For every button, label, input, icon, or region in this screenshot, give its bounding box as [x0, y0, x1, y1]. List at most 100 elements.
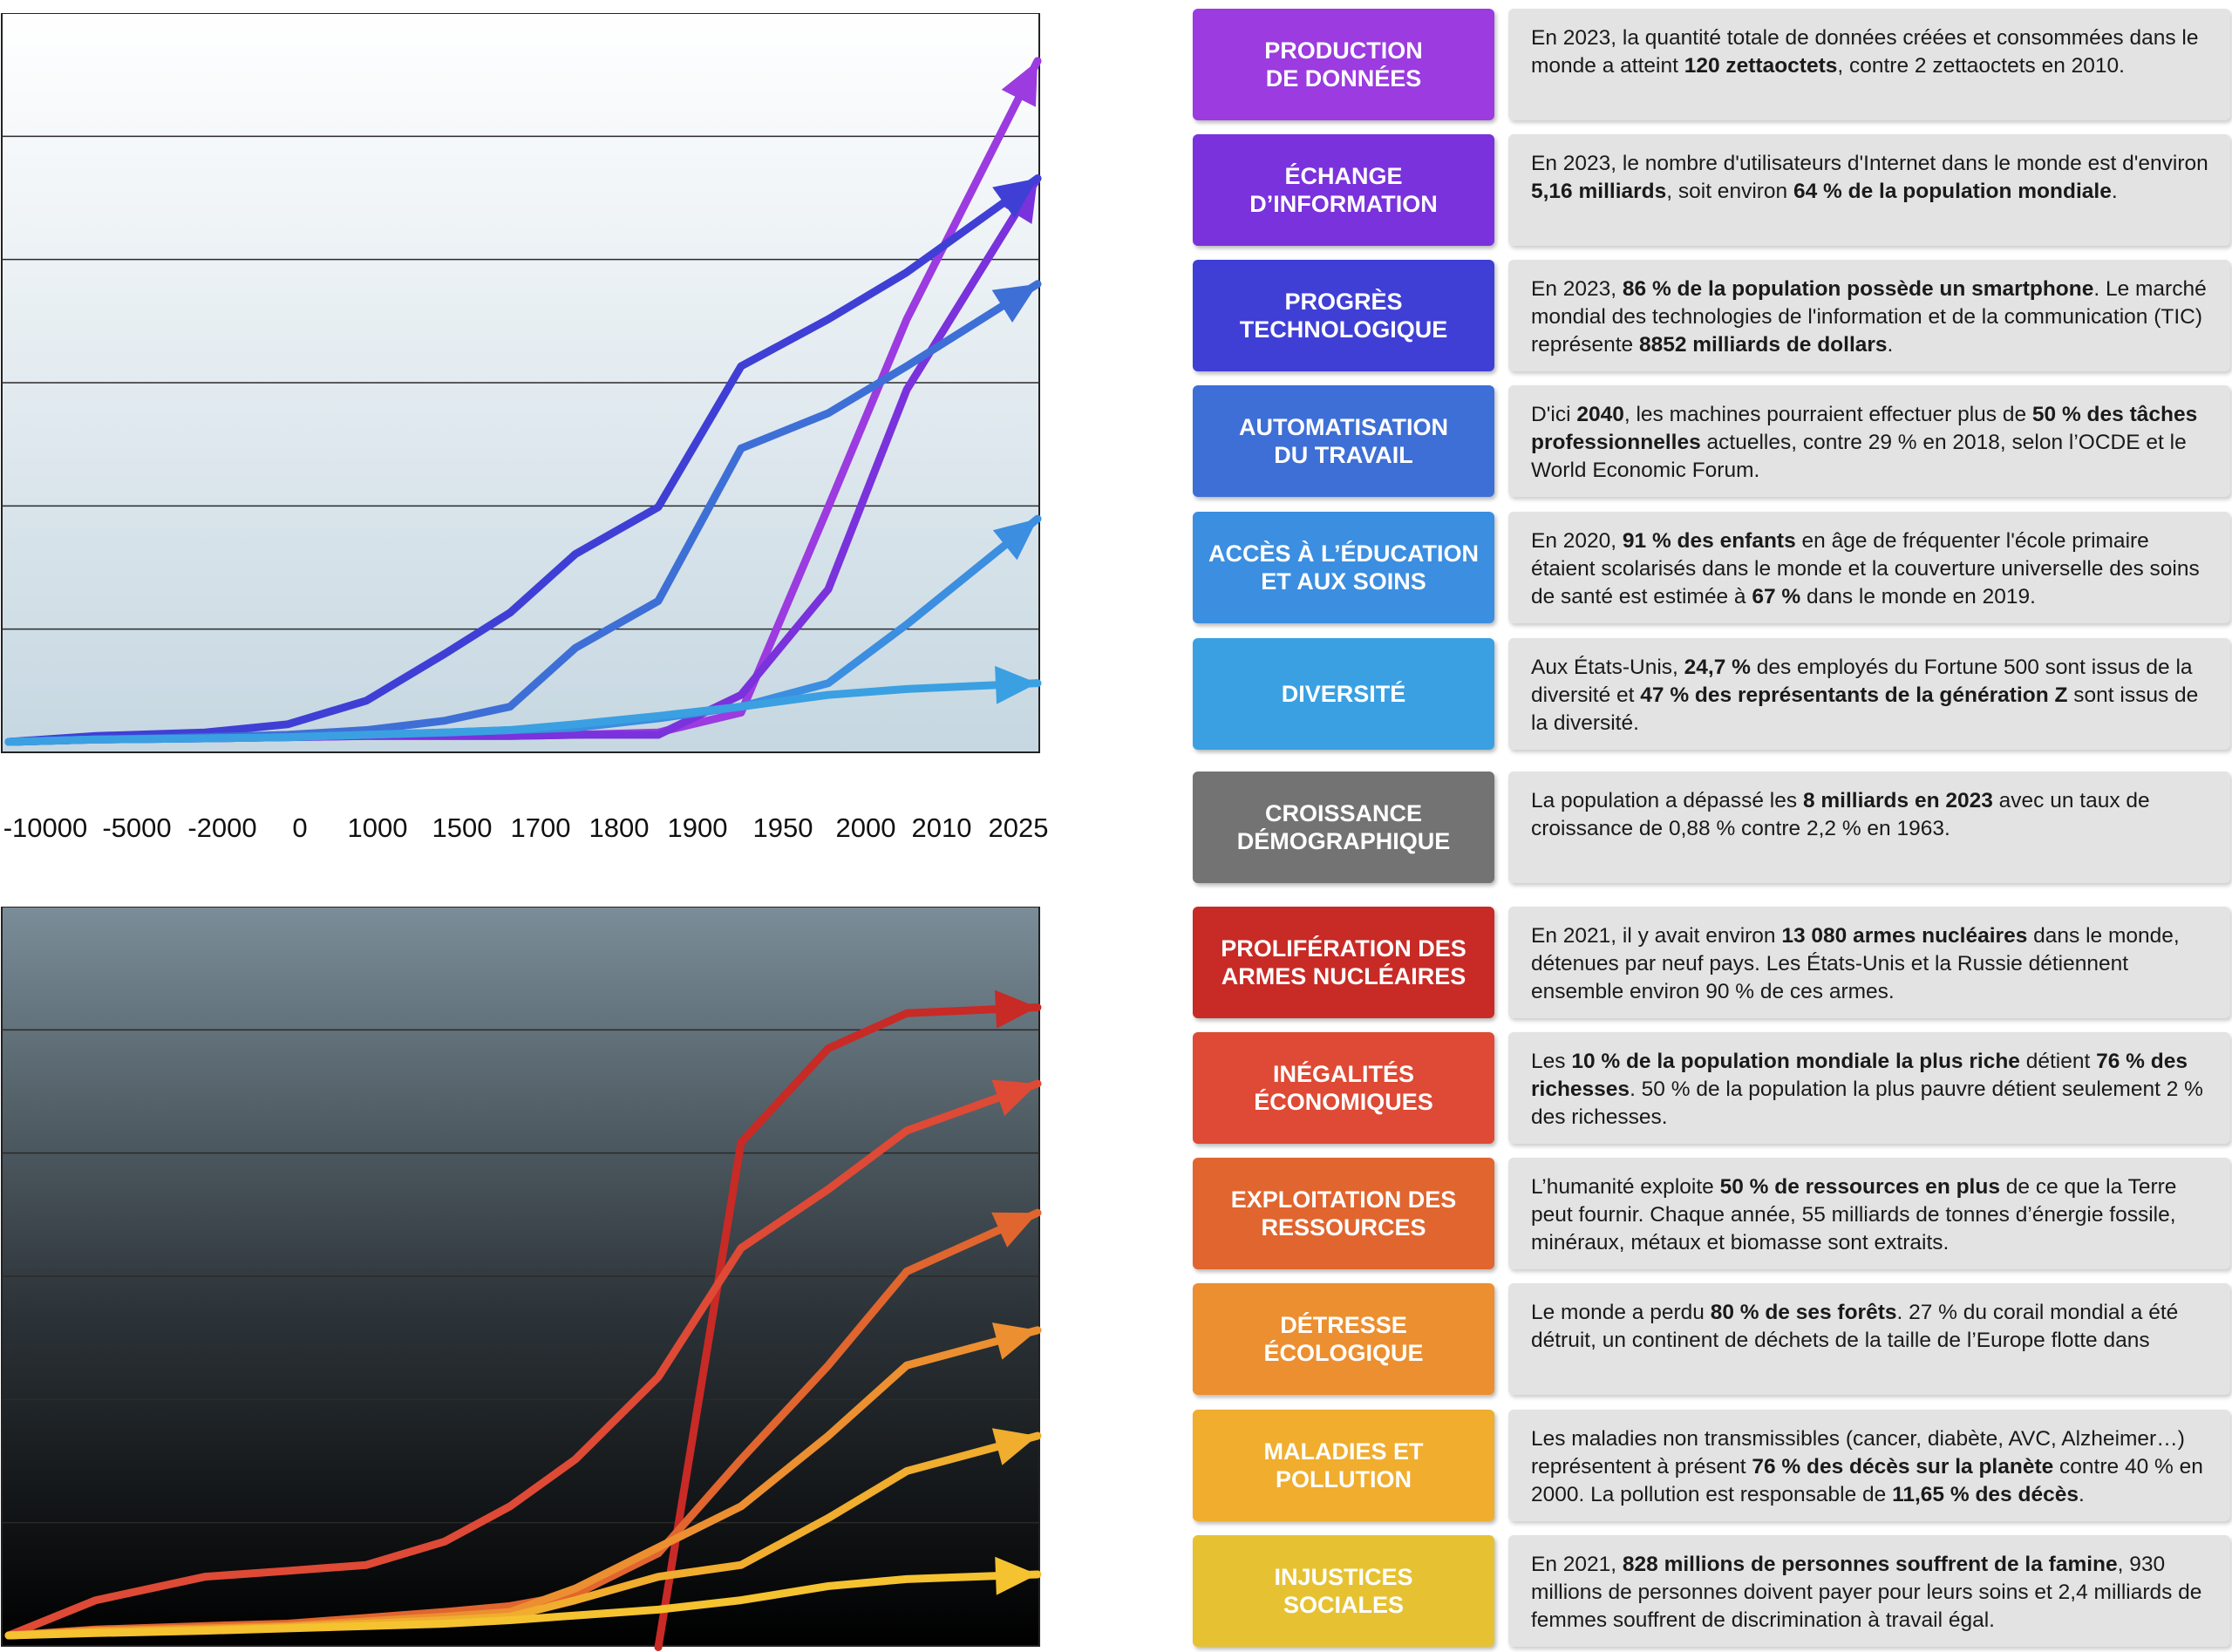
- top-arrowhead-5: [995, 665, 1038, 704]
- row-description: Les 10 % de la population mondiale la pl…: [1508, 1032, 2230, 1144]
- description-highlight: 8 milliards en 2023: [1802, 789, 1993, 812]
- description-highlight: 13 080 armes nucléaires: [1781, 924, 2028, 948]
- x-tick-label: 0: [292, 812, 308, 843]
- description-text: sont issus de la diversité.: [1531, 683, 2199, 735]
- description-highlight: 11,65 % des décès: [1892, 1483, 2079, 1506]
- row-label-text: PROLIFÉRATION DES ARMES NUCLÉAIRES: [1221, 935, 1466, 989]
- description-text: en âge de fréquenter l'école primaire ét…: [1531, 529, 2200, 608]
- row-label: ÉCHANGE D’INFORMATION: [1193, 134, 1494, 246]
- row-description: En 2023, 86 % de la population possède u…: [1508, 260, 2230, 371]
- description-text: dans le monde, détenues par neuf pays. L…: [1531, 924, 2180, 1003]
- description-highlight: 50 % des tâches professionnelles: [1531, 403, 2198, 454]
- description-text: En 2023,: [1531, 277, 1623, 301]
- info-row: AUTOMATISATION DU TRAVAIL D'ici 2040, les…: [1193, 385, 2230, 497]
- x-tick-label: -10000: [3, 812, 88, 843]
- row-description: Le monde a perdu 80 % de ses forêts. 27 …: [1508, 1283, 2230, 1395]
- info-row: DIVERSITÉ Aux États-Unis, 24,7 % des empl…: [1193, 638, 2230, 750]
- row-label: AUTOMATISATION DU TRAVAIL: [1193, 385, 1494, 497]
- description-text: .: [2078, 1483, 2085, 1506]
- description-text: des employés du Fortune 500 sont issus d…: [1531, 656, 2193, 707]
- info-row: INJUSTICES SOCIALES En 2021, 828 millions…: [1193, 1535, 2230, 1647]
- description-text: . Le marché mondial des technologies de …: [1531, 277, 2207, 357]
- description-highlight: 64 % de la population mondiale: [1793, 180, 2112, 203]
- top-arrowhead-2: [992, 178, 1038, 219]
- row-label-text: INÉGALITÉS ÉCONOMIQUES: [1254, 1061, 1433, 1115]
- description-highlight: 120 zettaoctets: [1684, 54, 1838, 78]
- description-highlight: 80 % de ses forêts: [1710, 1301, 1897, 1324]
- info-row: CROISSANCE DÉMOGRAPHIQUE La population a …: [1193, 772, 2230, 883]
- description-text: En 2020,: [1531, 529, 1623, 553]
- top-arrowhead-4: [992, 519, 1038, 561]
- description-text: détient: [2019, 1050, 2097, 1073]
- description-text: , 930 millions de personnes doivent paye…: [1531, 1553, 2202, 1632]
- row-label: PROGRÈS TECHNOLOGIQUE: [1193, 260, 1494, 371]
- row-description: En 2021, il y avait environ 13 080 armes…: [1508, 907, 2230, 1018]
- description-highlight: 10 % de la population mondiale la plus r…: [1571, 1050, 2020, 1073]
- x-tick-label: 2010: [911, 812, 972, 843]
- description-text: dans le monde en 2019.: [1800, 585, 2036, 608]
- description-highlight: 76 % des décès sur la planète: [1752, 1455, 2054, 1479]
- row-label-text: PROGRÈS TECHNOLOGIQUE: [1239, 289, 1448, 343]
- row-label: DÉTRESSE ÉCOLOGIQUE: [1193, 1283, 1494, 1395]
- row-description: L’humanité exploite 50 % de ressources e…: [1508, 1158, 2230, 1269]
- description-highlight: 2040: [1576, 403, 1624, 426]
- x-tick-label: 1000: [347, 812, 408, 843]
- bottom-arrowhead-0: [995, 989, 1038, 1029]
- description-text: , soit environ: [1666, 180, 1793, 203]
- info-row: ACCÈS À L’ÉDUCATION ET AUX SOINS En 2020,…: [1193, 512, 2230, 623]
- row-label: CROISSANCE DÉMOGRAPHIQUE: [1193, 772, 1494, 883]
- description-text: L’humanité exploite: [1531, 1175, 1720, 1199]
- description-text: Aux États-Unis,: [1531, 656, 1684, 679]
- chart-crises: [1, 907, 1042, 1651]
- description-highlight: 24,7 %: [1684, 656, 1751, 679]
- x-axis-labels: -10000 -5000 -2000 0 1000 1500 1700 1800 1900 195…: [0, 812, 1064, 847]
- row-description: En 2023, la quantité totale de données c…: [1508, 9, 2230, 120]
- x-tick-label: -2000: [187, 812, 257, 843]
- info-row: PRODUCTION DE DONNÉES En 2023, la quantit…: [1193, 9, 2230, 120]
- x-tick-label: 1800: [589, 812, 650, 843]
- top-arrowhead-0: [1001, 60, 1038, 107]
- description-text: Les: [1531, 1050, 1572, 1073]
- row-description: En 2021, 828 millions de personnes souff…: [1508, 1535, 2230, 1647]
- description-highlight: 5,16 milliards: [1531, 180, 1667, 203]
- description-highlight: 86 % de la population possède un smartph…: [1622, 277, 2094, 301]
- row-label: EXPLOITATION DES RESSOURCES: [1193, 1158, 1494, 1269]
- row-label: MALADIES ET POLLUTION: [1193, 1410, 1494, 1521]
- x-tick-label: 1950: [752, 812, 813, 843]
- row-description: En 2023, le nombre d'utilisateurs d'Inte…: [1508, 134, 2230, 246]
- description-text: actuelles, contre 29 % en 2018, selon l’…: [1531, 431, 2187, 482]
- description-text: . 27 % du corail mondial a été détruit, …: [1531, 1301, 2179, 1352]
- info-row: MALADIES ET POLLUTION Les maladies non tr…: [1193, 1410, 2230, 1521]
- description-highlight: 828 millions de personnes souffrent de l…: [1622, 1553, 2118, 1576]
- row-description: Aux États-Unis, 24,7 % des employés du F…: [1508, 638, 2230, 750]
- row-description: D'ici 2040, les machines pourraient effe…: [1508, 385, 2230, 497]
- description-text: de ce que la Terre peut fournir. Chaque …: [1531, 1175, 2177, 1254]
- row-label: PRODUCTION DE DONNÉES: [1193, 9, 1494, 120]
- info-row: EXPLOITATION DES RESSOURCES L’humanité ex…: [1193, 1158, 2230, 1269]
- row-label-text: ÉCHANGE D’INFORMATION: [1249, 163, 1438, 217]
- info-row: PROGRÈS TECHNOLOGIQUE En 2023, 86 % de la…: [1193, 260, 2230, 371]
- row-label-text: MALADIES ET POLLUTION: [1263, 1438, 1424, 1492]
- row-label-text: DIVERSITÉ: [1281, 681, 1406, 707]
- description-text: En 2021, il y avait environ: [1531, 924, 1782, 948]
- row-label-text: DÉTRESSE ÉCOLOGIQUE: [1263, 1312, 1424, 1366]
- row-label: DIVERSITÉ: [1193, 638, 1494, 750]
- row-label-text: EXPLOITATION DES RESSOURCES: [1230, 1186, 1457, 1241]
- x-tick-label: 2000: [835, 812, 896, 843]
- description-text: En 2021,: [1531, 1553, 1623, 1576]
- row-label: PROLIFÉRATION DES ARMES NUCLÉAIRES: [1193, 907, 1494, 1018]
- bottom-arrowhead-2: [991, 1212, 1038, 1247]
- row-label-text: PRODUCTION DE DONNÉES: [1264, 37, 1423, 92]
- description-highlight: 91 % des enfants: [1622, 529, 1796, 553]
- description-text: , les machines pourraient effectuer plus…: [1623, 403, 2032, 426]
- info-row: INÉGALITÉS ÉCONOMIQUES Les 10 % de la pop…: [1193, 1032, 2230, 1144]
- description-text: .: [2111, 180, 2118, 203]
- description-text: , contre 2 zettaoctets en 2010.: [1837, 54, 2125, 78]
- row-label: INÉGALITÉS ÉCONOMIQUES: [1193, 1032, 1494, 1144]
- description-highlight: 76 % des richesses: [1531, 1050, 2188, 1101]
- row-description: En 2020, 91 % des enfants en âge de fréq…: [1508, 512, 2230, 623]
- description-highlight: 8852 milliards de dollars: [1638, 333, 1888, 357]
- x-tick-label: 1700: [510, 812, 571, 843]
- description-text: La population a dépassé les: [1531, 789, 1803, 812]
- x-tick-label: 1500: [432, 812, 493, 843]
